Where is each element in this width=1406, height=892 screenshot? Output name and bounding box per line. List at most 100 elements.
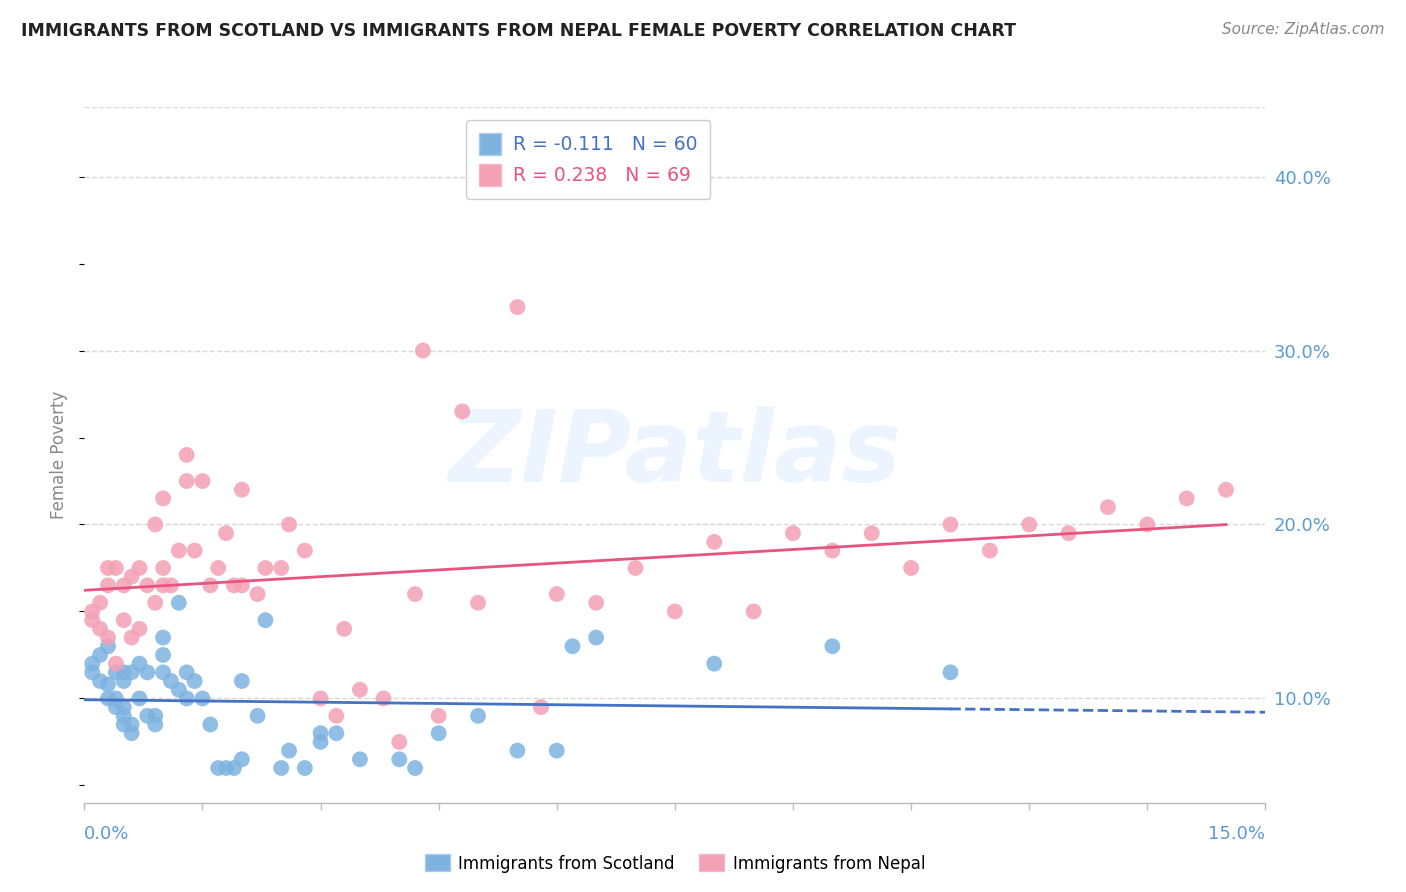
Point [333,622,356,636]
Point [309,726,332,740]
Point [112,674,135,689]
Point [530,700,553,714]
Point [128,657,150,671]
Point [152,665,174,680]
Text: ZIPatlas: ZIPatlas [449,407,901,503]
Point [506,300,529,314]
Legend: Immigrants from Scotland, Immigrants from Nepal: Immigrants from Scotland, Immigrants fro… [418,847,932,880]
Point [309,735,332,749]
Point [742,605,765,619]
Point [664,605,686,619]
Point [176,691,198,706]
Point [215,761,238,775]
Point [561,639,583,653]
Point [388,752,411,766]
Point [325,726,347,740]
Point [191,691,214,706]
Point [412,343,434,358]
Point [222,578,245,592]
Point [231,578,253,592]
Point [104,561,127,575]
Point [160,674,183,689]
Point [167,682,190,697]
Point [82,605,104,619]
Point [97,578,120,592]
Point [136,578,159,592]
Point [152,491,174,506]
Point [349,682,371,697]
Point [82,613,104,627]
Point [136,665,159,680]
Point [546,587,568,601]
Point [104,657,127,671]
Text: Source: ZipAtlas.com: Source: ZipAtlas.com [1222,22,1385,37]
Point [309,691,332,706]
Point [404,761,426,775]
Point [427,726,450,740]
Point [191,474,214,488]
Point [112,665,135,680]
Point [1018,517,1040,532]
Point [585,631,607,645]
Point [143,517,166,532]
Point [200,578,222,592]
Point [143,708,166,723]
Point [294,761,316,775]
Point [703,534,725,549]
Point [112,613,135,627]
Point [349,752,371,766]
Point [152,648,174,662]
Point [121,665,143,680]
Text: 0.0%: 0.0% [84,825,129,843]
Point [585,596,607,610]
Point [215,526,238,541]
Point [451,404,474,418]
Point [112,717,135,731]
Point [112,708,135,723]
Text: IMMIGRANTS FROM SCOTLAND VS IMMIGRANTS FROM NEPAL FEMALE POVERTY CORRELATION CHA: IMMIGRANTS FROM SCOTLAND VS IMMIGRANTS F… [21,22,1017,40]
Point [900,561,922,575]
Point [97,691,120,706]
Point [121,726,143,740]
Point [112,578,135,592]
Point [703,657,725,671]
Point [200,717,222,731]
Point [467,596,489,610]
Point [979,543,1001,558]
Point [270,561,292,575]
Point [294,543,316,558]
Point [939,665,962,680]
Point [231,674,253,689]
Point [152,561,174,575]
Point [860,526,883,541]
Point [246,708,269,723]
Point [1097,500,1119,514]
Point [1057,526,1080,541]
Point [97,561,120,575]
Point [167,596,190,610]
Point [278,744,301,758]
Point [152,631,174,645]
Point [624,561,647,575]
Point [89,596,111,610]
Y-axis label: Female Poverty: Female Poverty [51,391,69,519]
Point [104,700,127,714]
Point [388,735,411,749]
Point [506,744,529,758]
Point [128,561,150,575]
Point [89,648,111,662]
Point [1215,483,1237,497]
Point [231,752,253,766]
Point [782,526,804,541]
Point [325,708,347,723]
Point [222,761,245,775]
Point [183,674,205,689]
Point [89,622,111,636]
Point [270,761,292,775]
Point [128,691,150,706]
Point [546,744,568,758]
Point [176,665,198,680]
Point [427,708,450,723]
Point [152,578,174,592]
Point [136,708,159,723]
